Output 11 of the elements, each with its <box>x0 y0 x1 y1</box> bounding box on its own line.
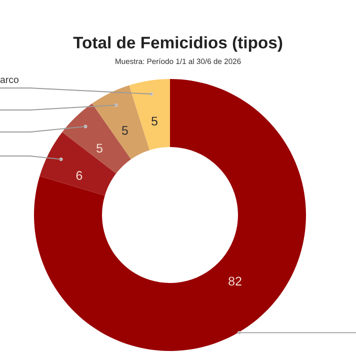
data-label: 5 <box>96 144 102 153</box>
data-label: 6 <box>76 171 82 180</box>
slice-label: arco <box>0 78 19 84</box>
donut-slice <box>40 132 116 196</box>
donut-slice <box>129 79 170 150</box>
donut-slice <box>34 79 306 351</box>
data-label: 82 <box>228 276 242 286</box>
donut-slice <box>92 85 150 160</box>
data-label: 5 <box>152 116 158 126</box>
data-label: 5 <box>122 126 128 135</box>
chart-title: Total de Femicidios (tipos) <box>73 36 282 52</box>
